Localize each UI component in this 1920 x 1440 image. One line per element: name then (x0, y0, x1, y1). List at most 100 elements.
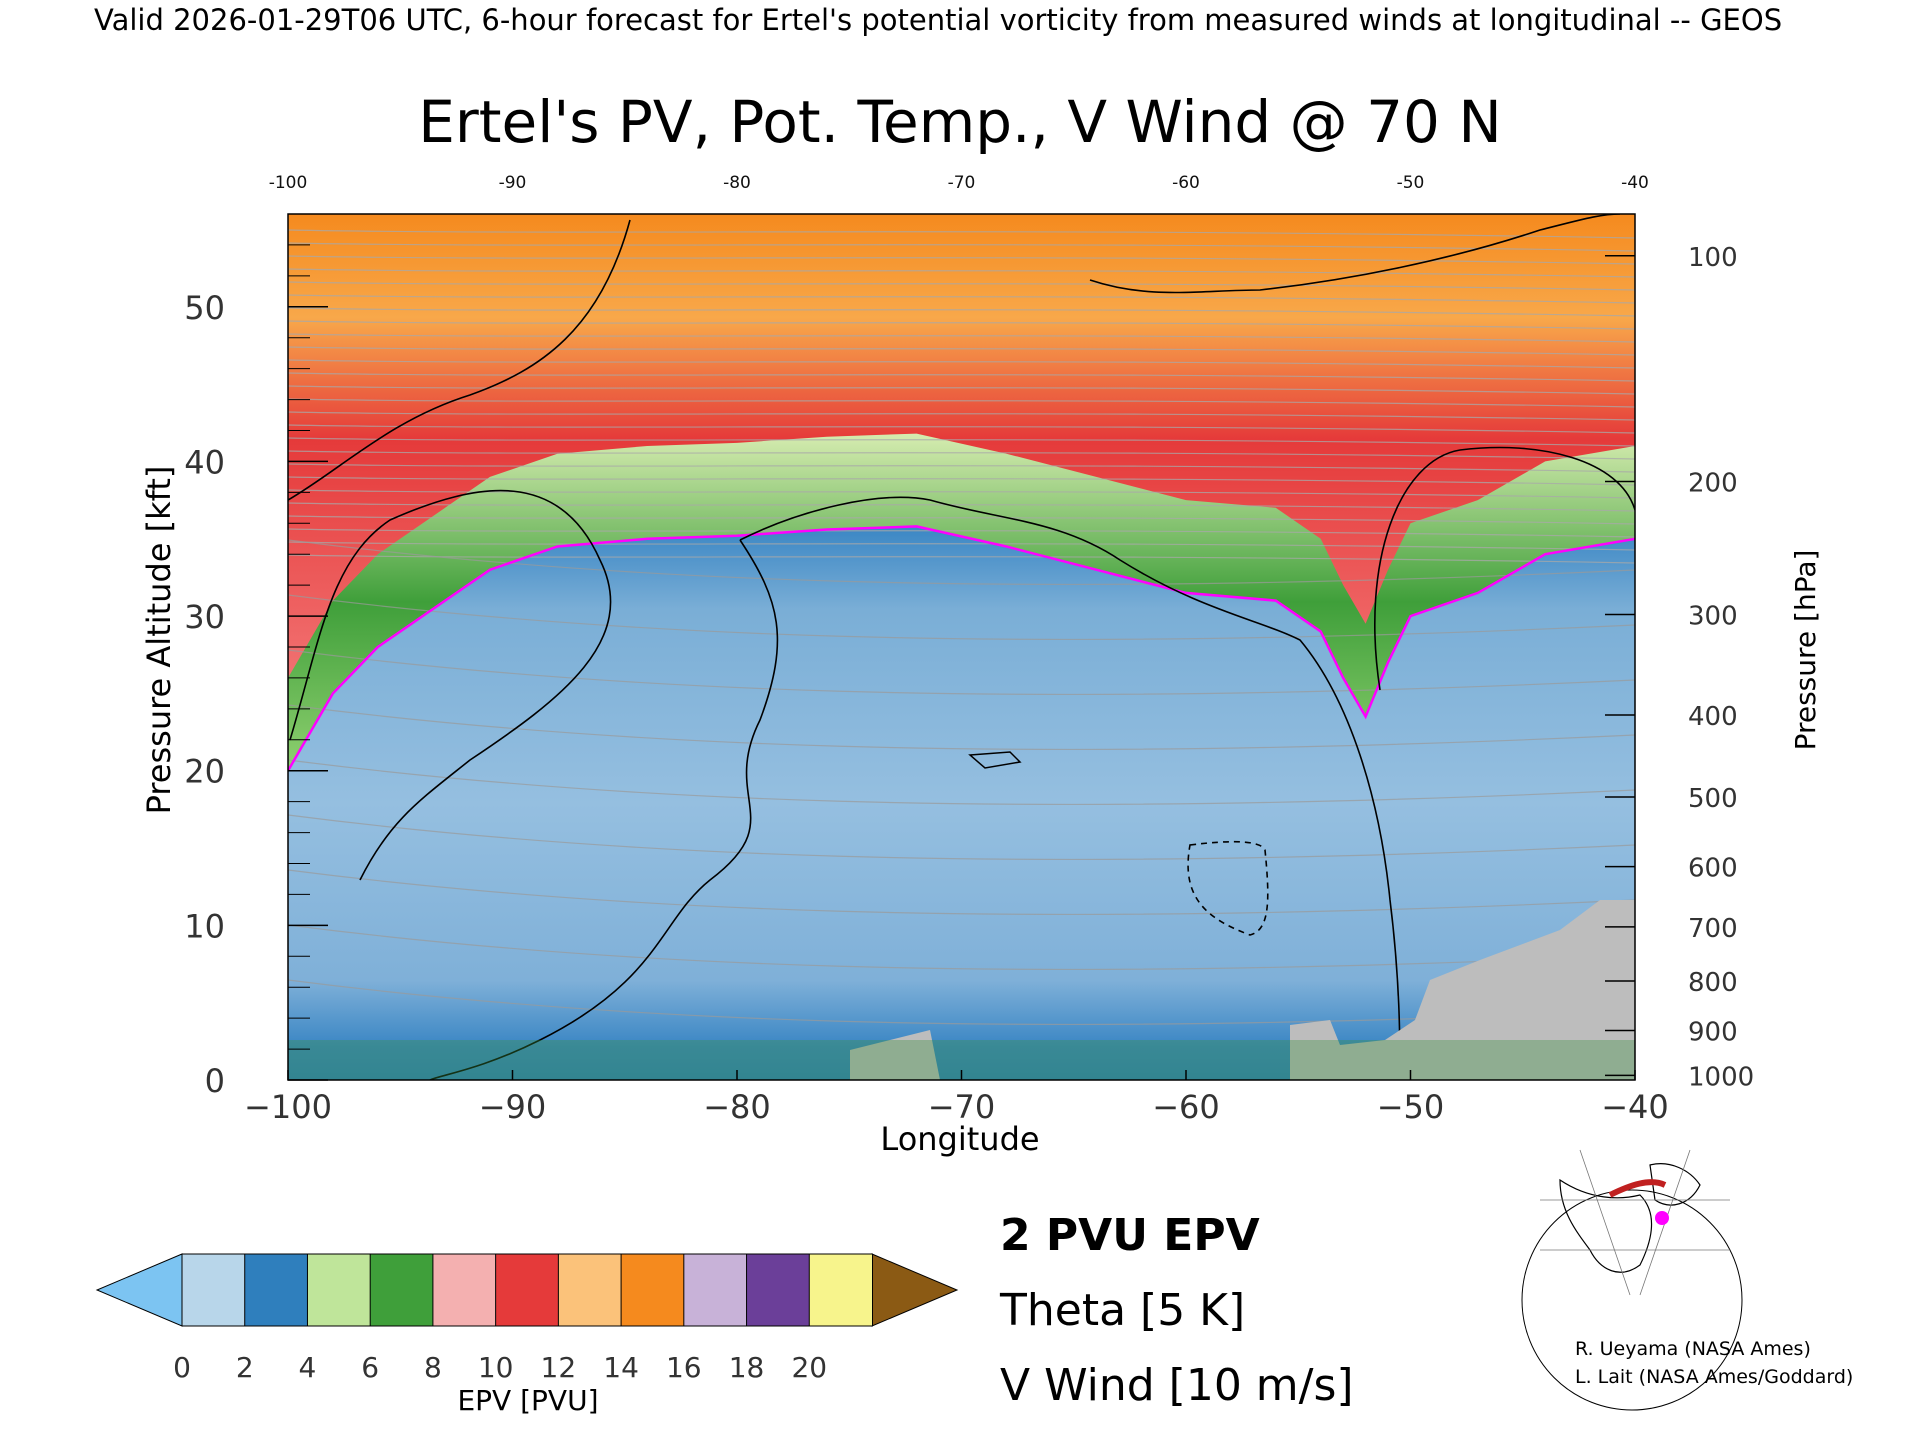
vwind-contour (1374, 446, 1635, 691)
theta-line (288, 649, 1635, 696)
vwind-contour (739, 496, 1401, 1080)
x-axis-top: -100 -90 -80 -70 -60 -50 -40 (269, 173, 1649, 193)
pressure-tick-label: 900 (1688, 1018, 1738, 1048)
pressure-tick-label: 600 (1688, 854, 1738, 884)
theta-line (288, 450, 1635, 460)
topography (1290, 900, 1635, 1080)
x-tick-label-top: -70 (948, 173, 976, 193)
theta-line (288, 359, 1635, 369)
legend-theta: Theta [5 K] (999, 1285, 1245, 1336)
credit-1: R. Ueyama (NASA Ames) (1575, 1338, 1811, 1360)
colorbar-under-arrow (95, 1253, 183, 1327)
x-tick-label: −40 (1601, 1088, 1669, 1126)
x-tick-label: −80 (703, 1088, 771, 1126)
vwind-contour (289, 489, 612, 881)
theta-line (288, 294, 1635, 304)
theta-line (288, 229, 1635, 239)
theta-line (288, 704, 1635, 751)
theta-line (288, 320, 1635, 330)
theta-line (288, 372, 1635, 382)
y-tick-label: 20 (184, 753, 225, 791)
colorbar-tick-label: 8 (424, 1351, 442, 1384)
colorbar-tick-label: 16 (666, 1351, 702, 1384)
chart-title: Ertel's PV, Pot. Temp., V Wind @ 70 N (418, 88, 1501, 156)
x-axis-label: Longitude (880, 1120, 1039, 1158)
theta-line (288, 924, 1635, 971)
colorbar-segment (683, 1253, 748, 1327)
colorbar-segment (557, 1253, 623, 1327)
x-tick-label-top: -60 (1172, 173, 1200, 193)
theta-line (288, 346, 1635, 356)
y-tick-label: 10 (184, 907, 225, 945)
pressure-tick-label: 400 (1688, 702, 1738, 732)
theta-line (288, 489, 1635, 499)
theta-line (288, 463, 1635, 473)
theta-line (288, 437, 1635, 447)
colorbar-segment (244, 1253, 309, 1327)
theta-line (288, 398, 1635, 408)
colorbar-segment (495, 1253, 560, 1327)
x-tick-label: −90 (479, 1088, 547, 1126)
theta-line (288, 281, 1635, 291)
x-tick-label: −50 (1377, 1088, 1445, 1126)
colorbar-tick-label: 4 (299, 1351, 317, 1384)
vwind-contour (288, 219, 631, 501)
y-axis-left: 0 10 20 30 40 50 (184, 213, 328, 1100)
locator-map (1521, 1149, 1743, 1411)
colorbar-segment (808, 1253, 873, 1327)
topography (850, 1030, 940, 1080)
x-tick-label-top: -90 (499, 173, 527, 193)
legend-vwind: V Wind [10 m/s] (1000, 1360, 1354, 1411)
y-tick-label: 40 (184, 443, 225, 481)
colorbar-tick-label: 12 (541, 1351, 577, 1384)
colorbar-tick-label: 10 (478, 1351, 514, 1384)
y-tick-label: 0 (205, 1062, 225, 1100)
theta-line (288, 242, 1635, 252)
theta-line (288, 594, 1635, 641)
theta-contours (288, 229, 1635, 1026)
x-tick-label-top: -40 (1621, 173, 1649, 193)
pressure-tick-label: 300 (1688, 602, 1738, 632)
colorbar-segment (181, 1253, 246, 1327)
colorbar-segment (369, 1253, 434, 1327)
plot-area (288, 214, 1635, 1080)
colorbar: 0 2 4 6 8 10 12 14 16 18 20 (95, 1253, 959, 1384)
theta-line (288, 759, 1635, 806)
theta-line (288, 268, 1635, 278)
y-tick-label: 50 (184, 289, 225, 327)
theta-line (288, 979, 1635, 1026)
header-text: Valid 2026-01-29T06 UTC, 6-hour forecast… (94, 3, 1782, 37)
colorbar-segment (306, 1253, 372, 1327)
theta-line (288, 541, 1635, 551)
x-tick-label-top: -100 (269, 173, 308, 193)
colorbar-label: EPV [PVU] (457, 1384, 598, 1417)
theta-line (288, 476, 1635, 486)
colorbar-over-arrow (871, 1253, 959, 1327)
x-axis-bottom: −100 −90 −80 −70 −60 −50 −40 (244, 1070, 1669, 1126)
x-tick-label-top: -80 (723, 173, 751, 193)
pressure-tick-label: 1000 (1688, 1062, 1754, 1092)
theta-line (288, 411, 1635, 421)
vwind-contour (968, 751, 1022, 769)
y-axis-right: 100 200 300 400 500 600 700 800 900 1000 (1605, 243, 1754, 1092)
theta-line (288, 869, 1635, 916)
credit-2: L. Lait (NASA Ames/Goddard) (1575, 1366, 1853, 1388)
theta-line (288, 515, 1635, 525)
colorbar-tick-label: 14 (603, 1351, 639, 1384)
theta-line (288, 385, 1635, 395)
vwind-contour-negative (1187, 840, 1269, 936)
legend-epv: 2 PVU EPV (1000, 1210, 1260, 1261)
pressure-tick-label: 200 (1688, 469, 1738, 499)
x-tick-label: −100 (244, 1088, 332, 1126)
theta-line (288, 539, 1635, 586)
pressure-tick-label: 500 (1688, 784, 1738, 814)
theta-line (288, 814, 1635, 861)
x-tick-label: −70 (928, 1088, 996, 1126)
pressure-tick-label: 100 (1688, 243, 1738, 273)
theta-line (288, 307, 1635, 317)
colorbar-tick-label: 6 (361, 1351, 379, 1384)
vwind-contour (1089, 214, 1621, 294)
pressure-tick-label: 800 (1688, 968, 1738, 998)
pv-2-contour (288, 525, 1635, 772)
